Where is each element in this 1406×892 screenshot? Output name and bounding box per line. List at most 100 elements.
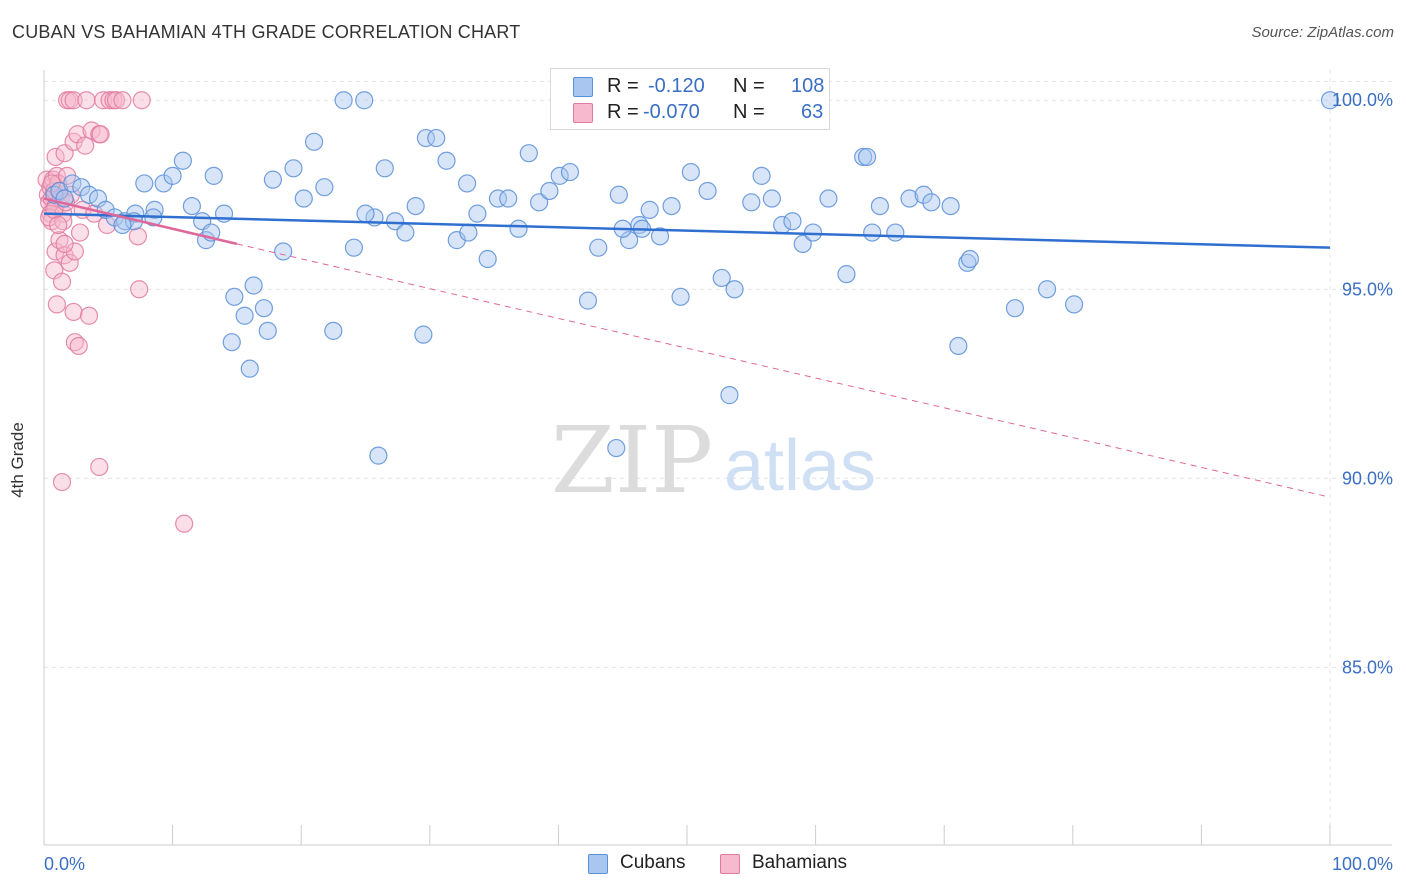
- cubans-n-value: 108: [791, 75, 825, 97]
- bahamians-point: [64, 91, 83, 110]
- y-tick-label: 85.0%: [1342, 657, 1393, 677]
- cubans-point: [519, 144, 538, 163]
- bahamians-swatch: [573, 103, 593, 123]
- cubans-point: [819, 189, 838, 208]
- correlation-legend: R = -0.120 N = 108 R = -0.070 N = 63: [550, 68, 830, 130]
- cubans-point: [793, 234, 812, 254]
- bahamians-point: [106, 91, 126, 110]
- cubans-point: [783, 212, 802, 231]
- watermark-atlas: atlas: [724, 426, 876, 506]
- cubans-point: [135, 174, 154, 193]
- cubans-point: [356, 204, 375, 223]
- bahamians-point: [52, 272, 72, 291]
- cubans-point: [960, 249, 980, 269]
- cubans-point: [396, 223, 415, 242]
- bahamians-point: [175, 514, 194, 533]
- cubans-point: [222, 333, 241, 352]
- grid: [44, 70, 1392, 845]
- watermark: ZIP atlas: [551, 407, 876, 514]
- bahamians-point: [132, 91, 151, 110]
- cubans-point: [457, 174, 477, 193]
- cubans-point: [698, 181, 717, 201]
- cubans-point: [258, 321, 277, 340]
- bahamians-point: [128, 227, 147, 246]
- n-label: N =: [733, 75, 765, 97]
- r-label: R =: [607, 101, 639, 123]
- cubans-point: [274, 242, 293, 261]
- cubans-point: [355, 91, 374, 110]
- bahamians-point: [76, 136, 95, 155]
- cubans-point: [1037, 280, 1057, 299]
- bahamians-point: [52, 472, 72, 492]
- cubans-point: [712, 268, 731, 288]
- cubans-point: [488, 189, 508, 208]
- bahamians-trend-extension: [236, 243, 1331, 498]
- cubans-point: [1005, 299, 1025, 318]
- cubans-point: [922, 193, 941, 212]
- cubans-point: [863, 223, 882, 242]
- y-tick-label: 90.0%: [1342, 468, 1393, 488]
- cubans-point: [375, 159, 394, 178]
- cubans-point: [560, 162, 580, 182]
- cubans-point: [145, 200, 164, 219]
- cubans-point: [344, 238, 364, 257]
- bahamians-point: [94, 91, 113, 110]
- y-tick-label: 95.0%: [1342, 279, 1393, 299]
- x-tick-label: 100.0%: [1332, 854, 1393, 874]
- cubans-point: [182, 196, 201, 216]
- cubans-point: [725, 280, 744, 299]
- cubans-point: [589, 238, 608, 257]
- cubans-point: [540, 181, 559, 201]
- cubans-point: [857, 147, 877, 167]
- cubans-point: [1320, 91, 1340, 110]
- bahamians-n-value: 63: [801, 101, 824, 123]
- cubans-point: [369, 446, 388, 465]
- bahamians-point: [77, 91, 96, 110]
- cubans-point: [235, 306, 254, 325]
- bahamians-point: [100, 91, 119, 110]
- cubans-legend-swatch: [588, 854, 608, 874]
- cubans-point: [854, 147, 873, 167]
- bahamians-point: [47, 295, 66, 314]
- cubans-point: [304, 132, 324, 151]
- cubans-point: [385, 212, 405, 231]
- cubans-point: [607, 438, 626, 458]
- bahamians-point: [113, 91, 132, 110]
- cubans-point: [620, 231, 639, 250]
- cubans-point: [886, 223, 905, 242]
- tick-labels: 85.0% 90.0% 95.0% 100.0% 0.0% 100.0%: [44, 90, 1393, 874]
- cubans-point: [578, 291, 598, 310]
- cubans-point: [414, 325, 433, 344]
- cubans-point: [240, 359, 259, 378]
- cubans-point: [941, 196, 960, 216]
- cubans-point: [478, 249, 497, 269]
- bahamians-point: [91, 125, 110, 144]
- cubans-point: [914, 185, 933, 204]
- cubans-legend-label: Cubans: [620, 852, 686, 873]
- cubans-r-value: -0.120: [648, 75, 705, 97]
- cubans-point: [163, 166, 182, 185]
- cubans-point: [742, 193, 761, 212]
- cubans-point: [284, 159, 303, 178]
- cubans-point: [837, 265, 856, 284]
- cubans-point: [416, 128, 436, 148]
- cubans-point: [437, 151, 456, 170]
- n-label: N =: [733, 101, 765, 123]
- bahamians-point: [130, 280, 149, 299]
- cubans-point: [254, 299, 274, 318]
- cubans-point: [509, 219, 528, 238]
- cubans-point: [204, 166, 223, 185]
- bahamians-trend-line: [43, 197, 238, 246]
- x-tick-label: 0.0%: [44, 854, 85, 874]
- cubans-point: [550, 166, 569, 185]
- cubans-point: [79, 185, 99, 204]
- source-label: Source: ZipAtlas.com: [1251, 24, 1394, 41]
- cubans-point: [870, 196, 890, 216]
- cubans-point: [1064, 295, 1084, 314]
- cubans-point: [324, 321, 343, 340]
- y-tick-label: 100.0%: [1332, 90, 1393, 110]
- cubans-point: [681, 162, 700, 182]
- bahamians-legend-swatch: [720, 854, 740, 874]
- cubans-point: [650, 227, 670, 246]
- bahamians-point: [46, 147, 65, 167]
